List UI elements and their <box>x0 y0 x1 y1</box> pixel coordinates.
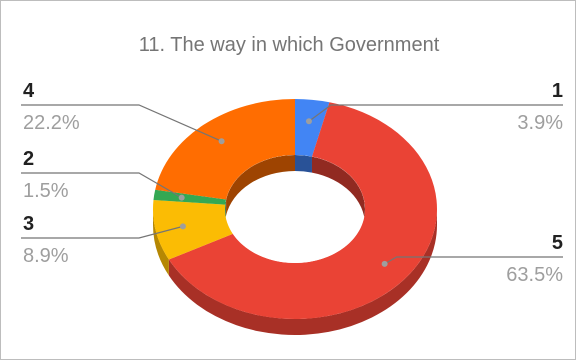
slice-label-5: 5 <box>552 232 563 254</box>
slice-label-3: 3 <box>23 213 34 235</box>
slice-percent-1: 3.9% <box>517 112 563 134</box>
slice-label-2: 2 <box>23 148 34 170</box>
slice-percent-4: 22.2% <box>23 112 80 134</box>
donut-slices <box>153 99 437 319</box>
slice-label-1: 1 <box>552 80 563 102</box>
leader-dot-4 <box>219 138 225 144</box>
leader-dot-3 <box>180 223 186 229</box>
chart-title: 11. The way in which Government <box>139 34 440 56</box>
slice-percent-2: 1.5% <box>23 180 69 202</box>
slice-percent-3: 8.9% <box>23 245 69 267</box>
leader-dot-5 <box>382 261 388 267</box>
slice-label-4: 4 <box>23 80 35 102</box>
inner-wall-1 <box>295 155 312 173</box>
leader-dot-2 <box>179 195 185 201</box>
slice-percent-5: 63.5% <box>506 264 563 286</box>
leader-dot-1 <box>306 118 312 124</box>
